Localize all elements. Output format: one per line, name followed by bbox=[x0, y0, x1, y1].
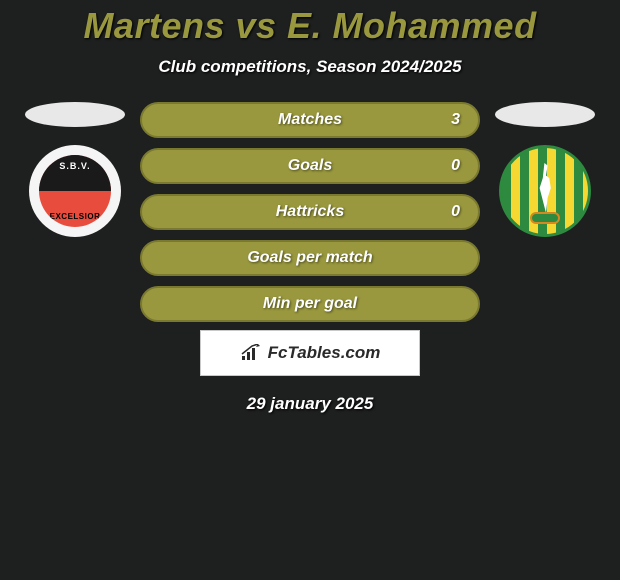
left-player-avatar-placeholder bbox=[25, 102, 125, 127]
page-title: Martens vs E. Mohammed bbox=[83, 5, 536, 47]
stat-label: Matches bbox=[278, 111, 342, 129]
stats-list: Matches 3 Goals 0 Hattricks 0 Goals per … bbox=[140, 102, 480, 322]
stat-row-goals: Goals 0 bbox=[140, 148, 480, 184]
stat-row-matches: Matches 3 bbox=[140, 102, 480, 138]
stat-row-hattricks: Hattricks 0 bbox=[140, 194, 480, 230]
right-player-avatar-placeholder bbox=[495, 102, 595, 127]
stat-label: Goals bbox=[288, 157, 332, 175]
stat-row-min-per-goal: Min per goal bbox=[140, 286, 480, 322]
stat-label: Min per goal bbox=[263, 295, 357, 313]
right-player-col bbox=[495, 102, 595, 237]
stat-value: 3 bbox=[451, 111, 460, 129]
left-club-badge: S.B.V. EXCELSIOR bbox=[29, 145, 121, 237]
stork-icon bbox=[530, 163, 562, 213]
source-text: FcTables.com bbox=[268, 343, 381, 363]
source-badge: FcTables.com bbox=[200, 330, 420, 376]
left-player-col: S.B.V. EXCELSIOR bbox=[25, 102, 125, 237]
stat-value: 0 bbox=[451, 203, 460, 221]
stat-row-goals-per-match: Goals per match bbox=[140, 240, 480, 276]
date-label: 29 january 2025 bbox=[247, 394, 374, 414]
chart-icon bbox=[240, 344, 262, 362]
stat-label: Goals per match bbox=[247, 249, 372, 267]
comparison-card: Martens vs E. Mohammed Club competitions… bbox=[0, 0, 620, 414]
stats-section: S.B.V. EXCELSIOR Matches 3 Goals 0 Hattr… bbox=[0, 102, 620, 322]
right-club-badge bbox=[499, 145, 591, 237]
excelsior-badge-inner: S.B.V. EXCELSIOR bbox=[39, 155, 111, 227]
stat-value: 0 bbox=[451, 157, 460, 175]
page-subtitle: Club competitions, Season 2024/2025 bbox=[158, 57, 461, 77]
stat-label: Hattricks bbox=[276, 203, 344, 221]
